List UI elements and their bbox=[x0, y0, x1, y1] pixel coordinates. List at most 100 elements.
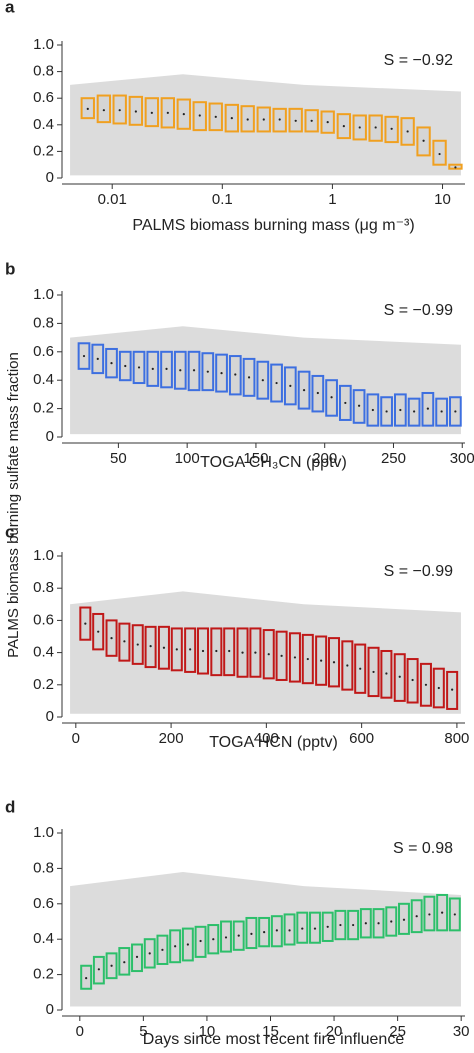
x-tick-label: 200 bbox=[312, 450, 337, 467]
median-dot bbox=[192, 369, 196, 372]
median-dot bbox=[161, 948, 164, 951]
median-dot bbox=[149, 645, 152, 648]
x-axis-label: TOGA CH₃CN (pptv) bbox=[200, 454, 347, 471]
y-tick-label: 0 bbox=[46, 169, 54, 186]
y-tick-label: 0.8 bbox=[33, 859, 54, 876]
median-dot bbox=[275, 381, 278, 385]
y-tick-label: 0 bbox=[46, 708, 54, 725]
median-dot bbox=[262, 118, 265, 121]
median-dot bbox=[241, 651, 244, 654]
median-dot bbox=[428, 913, 431, 916]
median-dot bbox=[357, 404, 361, 407]
median-dot bbox=[359, 667, 362, 670]
x-tick-label: 250 bbox=[381, 450, 406, 467]
median-dot bbox=[201, 649, 205, 653]
median-dot bbox=[399, 408, 402, 412]
median-dot bbox=[377, 922, 380, 925]
annotation: S = −0.92 bbox=[384, 52, 453, 69]
median-dot bbox=[263, 931, 266, 934]
median-dot bbox=[186, 943, 189, 946]
median-dot bbox=[166, 111, 169, 114]
x-tick-label: 200 bbox=[159, 730, 184, 747]
y-tick-label: 1.0 bbox=[33, 286, 54, 303]
median-dot bbox=[228, 649, 231, 653]
median-dot bbox=[280, 654, 283, 657]
median-dot bbox=[215, 649, 218, 653]
median-dot bbox=[398, 675, 401, 678]
x-tick-label: 800 bbox=[444, 730, 469, 747]
x-tick-label: 0.1 bbox=[212, 191, 233, 208]
median-dot bbox=[189, 648, 192, 651]
x-tick-label: 0.01 bbox=[98, 191, 127, 208]
median-dot bbox=[320, 659, 323, 662]
median-dot bbox=[306, 657, 309, 661]
point-cloud bbox=[70, 326, 461, 435]
point-cloud bbox=[70, 591, 461, 714]
median-dot bbox=[390, 920, 393, 923]
median-dot bbox=[96, 357, 99, 360]
median-dot bbox=[275, 929, 278, 932]
y-tick-label: 0.2 bbox=[33, 400, 54, 417]
median-dot bbox=[352, 923, 355, 927]
median-dot bbox=[402, 918, 406, 921]
box bbox=[96, 94, 112, 124]
median-dot bbox=[426, 407, 429, 410]
median-dot bbox=[372, 670, 375, 674]
median-dot bbox=[148, 952, 151, 955]
median-dot bbox=[97, 968, 100, 971]
median-dot bbox=[224, 936, 228, 939]
median-dot bbox=[411, 678, 414, 682]
median-dot bbox=[301, 927, 304, 930]
median-dot bbox=[332, 661, 336, 664]
median-dot bbox=[206, 370, 209, 373]
median-dot bbox=[124, 364, 127, 368]
median-dot bbox=[374, 126, 377, 129]
median-dot bbox=[288, 929, 291, 932]
median-dot bbox=[150, 111, 153, 114]
median-dot bbox=[198, 114, 201, 117]
x-tick-label: 150 bbox=[243, 450, 268, 467]
median-dot bbox=[441, 911, 444, 914]
point-cloud bbox=[70, 74, 461, 176]
median-dot bbox=[179, 369, 182, 372]
median-dot bbox=[438, 152, 441, 156]
y-tick-label: 0.4 bbox=[33, 930, 54, 947]
median-dot bbox=[358, 126, 361, 129]
median-dot bbox=[175, 648, 178, 651]
median-dot bbox=[212, 938, 215, 941]
y-tick-label: 0.6 bbox=[33, 611, 54, 628]
box bbox=[432, 139, 447, 166]
median-dot bbox=[85, 977, 88, 980]
median-dot bbox=[134, 110, 137, 113]
annotation: S = −0.99 bbox=[384, 302, 453, 319]
y-tick-label: 1.0 bbox=[33, 36, 54, 53]
median-dot bbox=[454, 410, 457, 413]
median-dot bbox=[110, 964, 113, 967]
panel-label: c bbox=[5, 522, 14, 541]
median-dot bbox=[110, 637, 113, 640]
median-dot bbox=[302, 389, 306, 392]
median-dot bbox=[118, 109, 121, 112]
x-tick-label: 1 bbox=[328, 191, 336, 208]
median-dot bbox=[342, 125, 345, 128]
median-dot bbox=[246, 118, 249, 121]
x-tick-label: 10 bbox=[199, 1023, 216, 1040]
x-tick-label: 0 bbox=[76, 1023, 84, 1040]
panel-label: a bbox=[5, 0, 15, 16]
y-tick-label: 0.6 bbox=[33, 343, 54, 360]
median-dot bbox=[364, 922, 367, 925]
median-dot bbox=[390, 127, 393, 130]
median-dot bbox=[162, 646, 166, 649]
median-dot bbox=[234, 373, 237, 376]
median-dot bbox=[413, 410, 416, 413]
median-dot bbox=[254, 651, 257, 654]
y-axis-label: PALMS biomass burning sulfate mass fract… bbox=[5, 352, 22, 658]
y-tick-label: 0.8 bbox=[33, 63, 54, 80]
median-dot bbox=[84, 622, 87, 625]
y-tick-label: 0.2 bbox=[33, 142, 54, 159]
median-dot bbox=[385, 410, 388, 413]
x-tick-label: 50 bbox=[110, 450, 127, 467]
median-dot bbox=[123, 961, 126, 964]
x-tick-label: 15 bbox=[262, 1023, 279, 1040]
